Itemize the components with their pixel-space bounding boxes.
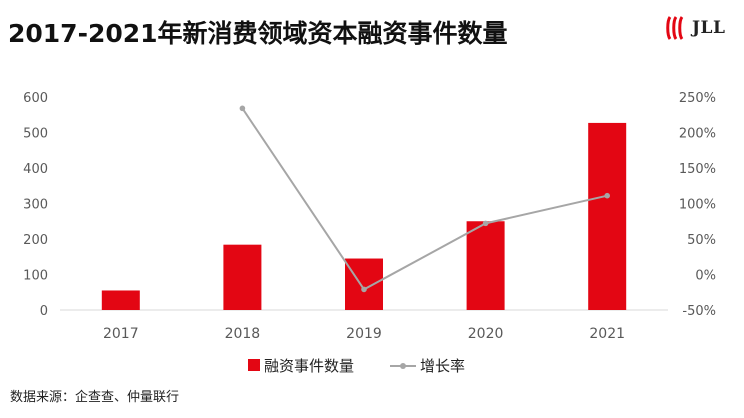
x-tick-label: 2021 (589, 326, 625, 342)
bar (223, 244, 262, 310)
right-tick-label: -50% (682, 304, 716, 319)
bar (588, 122, 627, 310)
legend-swatch-bar (248, 359, 260, 371)
legend: 融资事件数量 增长率 (248, 357, 465, 375)
line-series (239, 105, 610, 293)
left-tick-label: 300 (23, 198, 48, 213)
x-tick-label: 2018 (225, 326, 261, 342)
line-point (482, 220, 489, 227)
right-axis-ticks: -50% 0% 50% 100% 150% 200% 250% (679, 91, 716, 319)
chart-title: 2017-2021年新消费领域资本融资事件数量 (8, 19, 508, 48)
left-tick-label: 500 (23, 127, 48, 142)
legend-label-bar: 融资事件数量 (264, 357, 354, 375)
source-note: 数据来源：企查查、仲量联行 (10, 390, 180, 405)
left-tick-label: 0 (40, 304, 48, 319)
jll-logo-icon (666, 16, 684, 40)
bar (345, 258, 383, 310)
right-tick-label: 250% (679, 91, 716, 106)
x-tick-label: 2019 (346, 326, 382, 342)
bar (101, 290, 140, 310)
left-axis-ticks: 0 100 200 300 400 500 600 (23, 91, 48, 319)
right-tick-label: 100% (679, 198, 716, 213)
bar-series (101, 122, 627, 310)
left-tick-label: 400 (23, 162, 48, 177)
jll-logo: JLL (664, 12, 740, 44)
bar (466, 221, 505, 310)
right-tick-label: 150% (679, 162, 716, 177)
legend-label-line: 增长率 (420, 357, 465, 375)
x-axis-ticks: 2017 2018 2019 2020 2021 (103, 326, 625, 342)
x-tick-label: 2017 (103, 326, 139, 342)
logo-text: JLL (692, 18, 726, 38)
line-point (239, 105, 246, 112)
line-point (604, 192, 610, 199)
growth-line (241, 107, 608, 291)
right-tick-label: 200% (679, 127, 716, 142)
legend-swatch-marker (400, 363, 406, 369)
right-tick-label: 50% (687, 233, 716, 248)
left-tick-label: 200 (23, 233, 48, 248)
right-tick-label: 0% (695, 269, 716, 284)
left-tick-label: 600 (23, 91, 48, 106)
line-point (361, 286, 367, 293)
x-tick-label: 2020 (468, 326, 504, 342)
left-tick-label: 100 (23, 269, 48, 284)
